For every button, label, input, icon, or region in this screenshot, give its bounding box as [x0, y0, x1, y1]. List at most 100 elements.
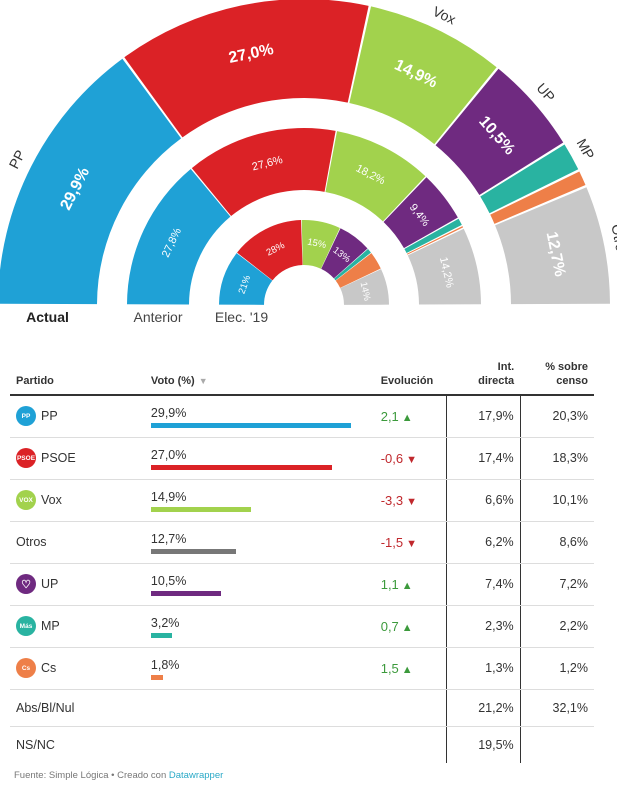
sort-arrow-icon[interactable]: ▼	[198, 376, 208, 386]
header-voto[interactable]: Voto (%) ▼	[144, 360, 375, 396]
vote-bar	[150, 591, 222, 596]
slice-anterior-cs[interactable]	[406, 226, 464, 255]
vote-value: 10,5%	[150, 574, 187, 588]
party-cell: VOX Vox	[10, 479, 145, 522]
vote-value: 14,9%	[150, 490, 187, 504]
table-row: NS/NC 19,5%	[10, 726, 594, 763]
slice-elec-19-vox[interactable]	[301, 220, 340, 269]
header-int-directa[interactable]: Int. directa	[446, 360, 521, 396]
slice-actual-pp[interactable]	[0, 58, 182, 305]
header-partido[interactable]: Partido	[10, 360, 145, 396]
arrow-down-icon: ▼	[406, 537, 418, 550]
int-directa-cell: 17,4%	[445, 437, 521, 480]
censo-cell: 7,2%	[520, 563, 594, 606]
source-note: Fuente: Simple Lógica • Creado con Dataw…	[14, 770, 223, 781]
results-table: Partido Voto (%) ▼ Evolución Int. directa …	[10, 360, 594, 763]
slice-elec-19-otros[interactable]	[340, 269, 389, 305]
party-name: PSOE	[41, 451, 76, 465]
evolution-cell	[374, 689, 447, 727]
int-directa-cell: 19,5%	[445, 726, 521, 763]
vote-bar	[150, 507, 251, 512]
party-cell: PP PP	[10, 395, 145, 438]
censo-cell	[520, 726, 594, 763]
vote-value: 1,8%	[150, 658, 180, 672]
outer-label-pp: PP	[6, 147, 29, 171]
outer-label-psoe: PSOE	[217, 0, 258, 2]
slice-anterior-otros[interactable]	[407, 228, 481, 305]
vote-bar	[150, 465, 332, 470]
header-censo[interactable]: % sobre censo	[520, 360, 594, 396]
slice-anterior-mp[interactable]	[404, 218, 462, 253]
pp-logo-icon: PP	[16, 406, 36, 427]
datawrapper-link[interactable]: Datawrapper	[168, 770, 224, 781]
censo-cell: 32,1%	[520, 689, 594, 727]
censo-cell: 2,2%	[520, 605, 594, 648]
header-evolucion[interactable]: Evolución	[374, 360, 447, 396]
party-cell: Más MP	[10, 605, 145, 648]
vote-bar	[150, 675, 163, 680]
slice-actual-cs[interactable]	[490, 171, 586, 224]
vote-cell: 29,9%	[144, 395, 375, 438]
ring-name-actual: Actual	[26, 309, 69, 325]
evolution-cell: 1,5 ▲	[374, 647, 447, 690]
int-directa-cell: 6,2%	[445, 521, 521, 564]
evolution-value: 1,1	[380, 576, 399, 592]
slice-actual-up[interactable]	[435, 68, 564, 196]
slice-actual-psoe[interactable]	[124, 0, 369, 138]
party-name: MP	[41, 619, 60, 633]
party-name: Otros	[16, 535, 47, 549]
party-name: Abs/Bl/Nul	[16, 700, 75, 715]
slice-anterior-pp[interactable]	[127, 168, 231, 305]
slice-elec-19-cs[interactable]	[335, 253, 381, 288]
psoe-logo-icon: PSOE	[16, 448, 36, 468]
evolution-value: -0,6	[380, 450, 404, 466]
slice-actual-otros[interactable]	[495, 187, 610, 305]
slice-anterior-psoe[interactable]	[191, 128, 336, 217]
slice-elec-19-psoe[interactable]	[237, 220, 303, 281]
vote-value: 12,7%	[150, 532, 187, 546]
party-cell: NS/NC	[10, 726, 145, 763]
evolution-cell: -1,5 ▼	[374, 521, 447, 564]
table-row: ♡ UP 10,5% 1,1 ▲ 7,4% 7,2%	[10, 563, 594, 606]
slice-elec-19-pp[interactable]	[219, 253, 273, 305]
evolution-cell: 2,1 ▲	[374, 395, 447, 438]
cs-logo-icon: Cs	[16, 658, 36, 678]
int-directa-cell: 21,2%	[445, 689, 521, 727]
vote-cell: 10,5%	[144, 563, 375, 606]
censo-cell: 20,3%	[520, 395, 594, 438]
party-cell: Otros	[10, 521, 145, 564]
censo-cell: 18,3%	[520, 437, 594, 480]
semicircle-chart: 29,9%27,0%14,9%10,5%12,7%27,8%27,6% 18,2%…	[0, 0, 617, 325]
slice-elec-19-mp[interactable]	[334, 249, 371, 281]
evolution-cell: -3,3 ▼	[374, 479, 447, 522]
table-row: Cs Cs 1,8% 1,5 ▲ 1,3% 1,2%	[10, 647, 594, 690]
arrow-down-icon: ▼	[406, 495, 418, 508]
vote-cell: 27,0%	[144, 437, 375, 480]
vote-bar	[150, 423, 351, 429]
slice-actual-vox[interactable]	[349, 6, 497, 145]
party-cell: Cs Cs	[10, 647, 145, 690]
party-name: Vox	[41, 493, 62, 507]
party-name: Cs	[41, 661, 57, 675]
slice-anterior-vox[interactable]	[325, 131, 426, 222]
int-directa-cell: 7,4%	[445, 563, 521, 606]
vote-cell: 1,8%	[144, 647, 375, 690]
outer-label-vox: Vox	[430, 3, 458, 28]
table-row: Más MP 3,2% 0,7 ▲ 2,3% 2,2%	[10, 605, 594, 648]
rings-layer	[0, 0, 610, 305]
int-directa-cell: 6,6%	[445, 479, 521, 522]
table-row: VOX Vox 14,9% -3,3 ▼ 6,6% 10,1%	[10, 479, 594, 522]
evolution-cell: -0,6 ▼	[374, 437, 447, 480]
evolution-cell	[375, 726, 447, 763]
arrow-down-icon: ▼	[406, 453, 418, 466]
party-name: NS/NC	[16, 737, 55, 752]
outer-label-mp: MP	[574, 136, 598, 162]
slice-actual-mp[interactable]	[480, 144, 579, 214]
slice-anterior-up[interactable]	[383, 177, 458, 249]
slice-elec-19-up[interactable]	[321, 228, 368, 279]
slice-label-elec-19-vox: 15%	[306, 236, 327, 251]
evolution-value: 2,1	[380, 408, 399, 424]
evolution-cell: 0,7 ▲	[374, 605, 447, 648]
evolution-value: -1,5	[380, 534, 404, 550]
vote-value: 3,2%	[150, 616, 180, 630]
